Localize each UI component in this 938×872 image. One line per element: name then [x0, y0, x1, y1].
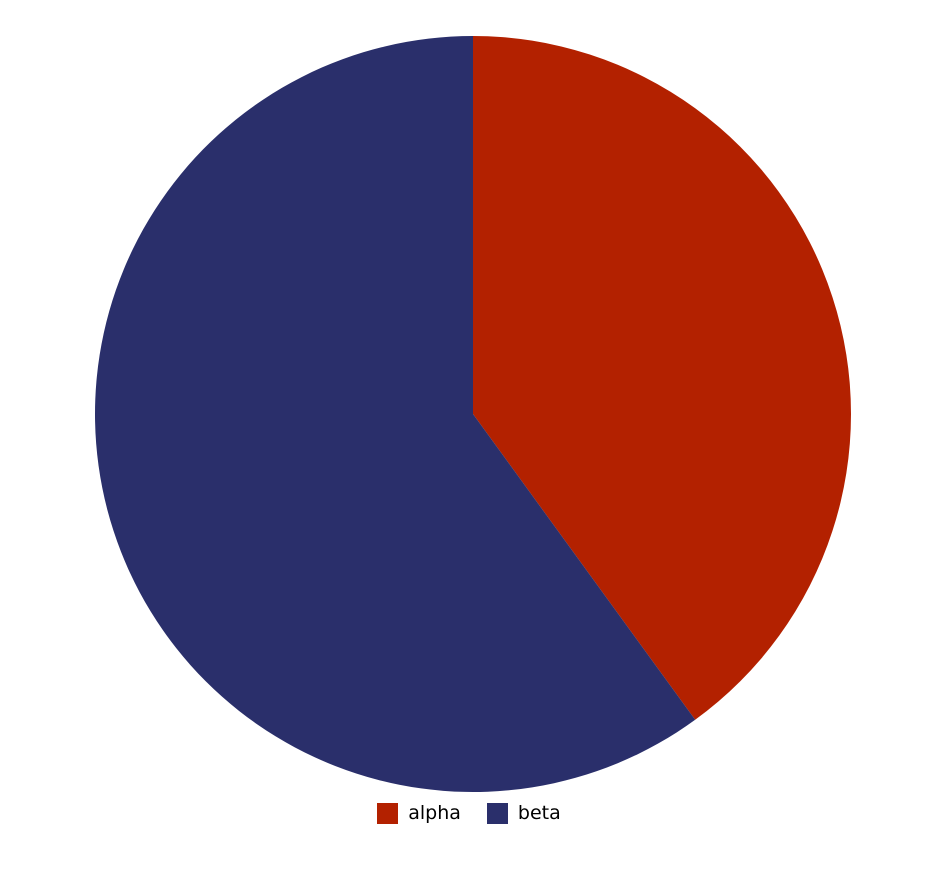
pie-slices: [94, 36, 851, 793]
legend-label-alpha: alpha: [408, 802, 461, 824]
legend-item-alpha[interactable]: alpha: [377, 802, 461, 824]
legend-swatch-alpha: [377, 802, 399, 824]
pie-slice-beta[interactable]: [94, 36, 696, 793]
pie-slice-alpha[interactable]: [473, 36, 851, 720]
legend-swatch-beta: [486, 802, 508, 824]
legend-item-beta[interactable]: beta: [486, 802, 561, 824]
legend: alpha beta: [0, 802, 938, 824]
legend-label-beta: beta: [517, 802, 561, 824]
